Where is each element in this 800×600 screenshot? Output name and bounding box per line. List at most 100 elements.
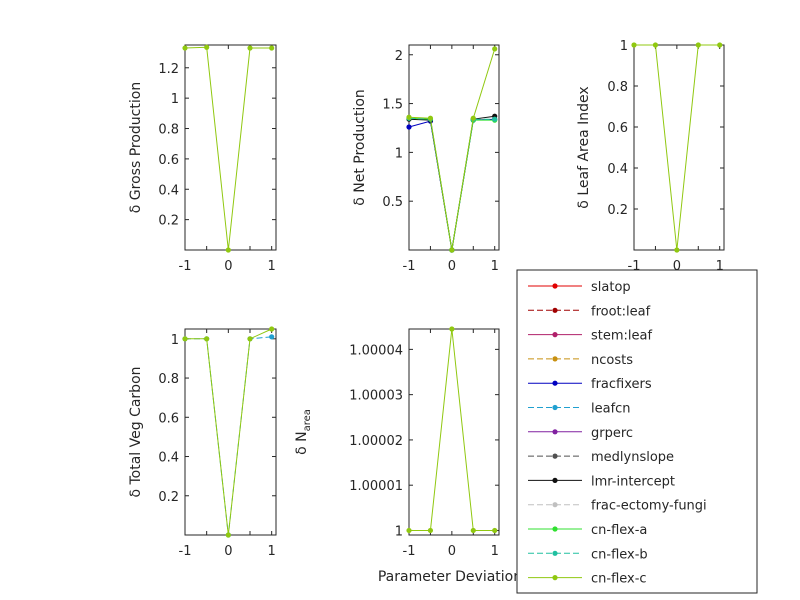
legend-swatch-marker (552, 477, 558, 483)
data-point (674, 247, 680, 253)
y-tick-label: 1 (620, 39, 628, 54)
data-point (204, 44, 210, 50)
legend: slatop froot:leaf stem:leaf ncosts fracfixer… (516, 269, 758, 594)
legend-label: slatop (591, 280, 631, 295)
legend-swatch-marker (552, 453, 558, 459)
data-point (269, 334, 275, 340)
legend-swatch-marker (552, 502, 558, 508)
data-point (427, 115, 434, 121)
y-tick-label: 0.6 (158, 153, 179, 168)
y-tick-label: 0.4 (158, 451, 179, 466)
data-point (406, 527, 412, 534)
legend-swatch-marker (552, 526, 558, 532)
x-tick-label: -1 (179, 544, 192, 559)
y-tick-label: 0.2 (158, 214, 179, 229)
y-axis-label-subscript: area (302, 409, 313, 431)
panel-n-area: -1 0 1 1 1.00001 1.00002 1.00003 1.00004 δ Narea (294, 326, 500, 559)
axes-frame (184, 328, 277, 536)
x-tick-label: 1 (268, 259, 276, 274)
data-point (269, 45, 275, 51)
axes-frame (184, 44, 277, 251)
data-point (225, 247, 231, 253)
legend-swatch-marker (552, 307, 558, 313)
x-tick-label: 1 (268, 544, 276, 559)
y-tick-label: 1 (395, 524, 403, 539)
x-tick-label: 0 (448, 259, 456, 274)
x-tick-label: 1 (491, 544, 499, 559)
data-point (631, 42, 637, 48)
data-point (182, 336, 188, 342)
x-tick-label: -1 (403, 544, 416, 559)
data-point (492, 527, 498, 534)
legend-swatch-marker (552, 575, 558, 581)
data-point (449, 326, 455, 332)
panel-net-production: -1 0 1 0.5 1 1.5 2 δ Net Production (352, 44, 500, 274)
legend-swatch-marker (552, 404, 558, 411)
axes-frame (408, 44, 500, 251)
legend-label: frac-ectomy-fungi (591, 499, 707, 514)
data-point (247, 45, 253, 51)
legend-label: leafcn (591, 402, 631, 417)
legend-label: stem:leaf (591, 329, 652, 344)
legend-swatch-marker (552, 380, 558, 386)
legend-label: medlynslope (591, 450, 674, 465)
y-axis-label: δ Gross Production (128, 82, 144, 213)
y-tick-label: 1.2 (158, 62, 179, 77)
y-tick-label: 1 (171, 92, 179, 107)
y-axis-label: δ Narea (294, 409, 313, 455)
data-point (406, 124, 412, 130)
y-tick-label: 1.00004 (349, 343, 403, 358)
data-point (449, 247, 455, 253)
legend-swatch-marker (552, 550, 558, 556)
y-tick-label: 0.6 (607, 121, 628, 136)
legend-swatch-marker (552, 332, 558, 338)
y-tick-label: 1.00001 (349, 479, 403, 494)
y-tick-label: 0.4 (607, 162, 628, 177)
data-point (247, 336, 253, 342)
x-tick-label: 0 (448, 544, 456, 559)
x-tick-label: -1 (403, 259, 416, 274)
data-point (492, 116, 498, 122)
legend-swatch-marker (552, 429, 558, 435)
data-point (225, 532, 231, 538)
axes-frame (633, 44, 725, 251)
y-axis-label: δ Leaf Area Index (576, 86, 592, 208)
data-point (492, 46, 498, 52)
legend-label: cn-flex-a (591, 523, 647, 538)
y-tick-label: 2 (395, 49, 403, 64)
legend-label: cn-flex-c (591, 572, 647, 587)
data-point (427, 527, 434, 534)
legend-label: fracfixers (591, 377, 652, 392)
data-point (652, 42, 659, 48)
legend-label: grperc (591, 426, 633, 441)
x-tick-label: 0 (224, 544, 232, 559)
panel-leaf-area-index: -1 0 10.20.40.60.81δ Leaf Area Index (576, 39, 725, 274)
data-point (470, 527, 476, 534)
data-point (182, 45, 188, 51)
y-tick-label: 0.8 (158, 123, 179, 138)
y-tick-label: 0.4 (158, 183, 179, 198)
data-point (204, 336, 210, 342)
y-tick-label: 0.8 (158, 372, 179, 387)
x-tick-label: 0 (673, 259, 681, 274)
legend-label: cn-flex-b (591, 547, 648, 562)
data-point (269, 326, 275, 332)
axes-frame (408, 328, 500, 536)
y-tick-label: 0.6 (158, 411, 179, 426)
data-point (406, 114, 412, 120)
data-point (695, 42, 701, 48)
x-tick-label: 1 (491, 259, 499, 274)
y-axis-label: δ Net Production (352, 89, 368, 206)
legend-swatch-marker (552, 283, 558, 289)
legend-label: froot:leaf (591, 304, 651, 319)
y-tick-label: 0.2 (607, 203, 628, 218)
x-tick-label: -1 (179, 259, 192, 274)
y-tick-label: 1.5 (382, 98, 403, 113)
legend-swatch-marker (552, 356, 558, 362)
y-tick-label: 0.2 (158, 490, 179, 505)
legend-label: ncosts (591, 353, 633, 368)
data-point (717, 42, 723, 48)
figure-xlabel: Parameter Deviation (378, 569, 522, 585)
panel-total-veg-carbon: -1 0 1 0.2 0.4 0.6 0.8 1 δ Total Veg Carbon (128, 326, 277, 559)
